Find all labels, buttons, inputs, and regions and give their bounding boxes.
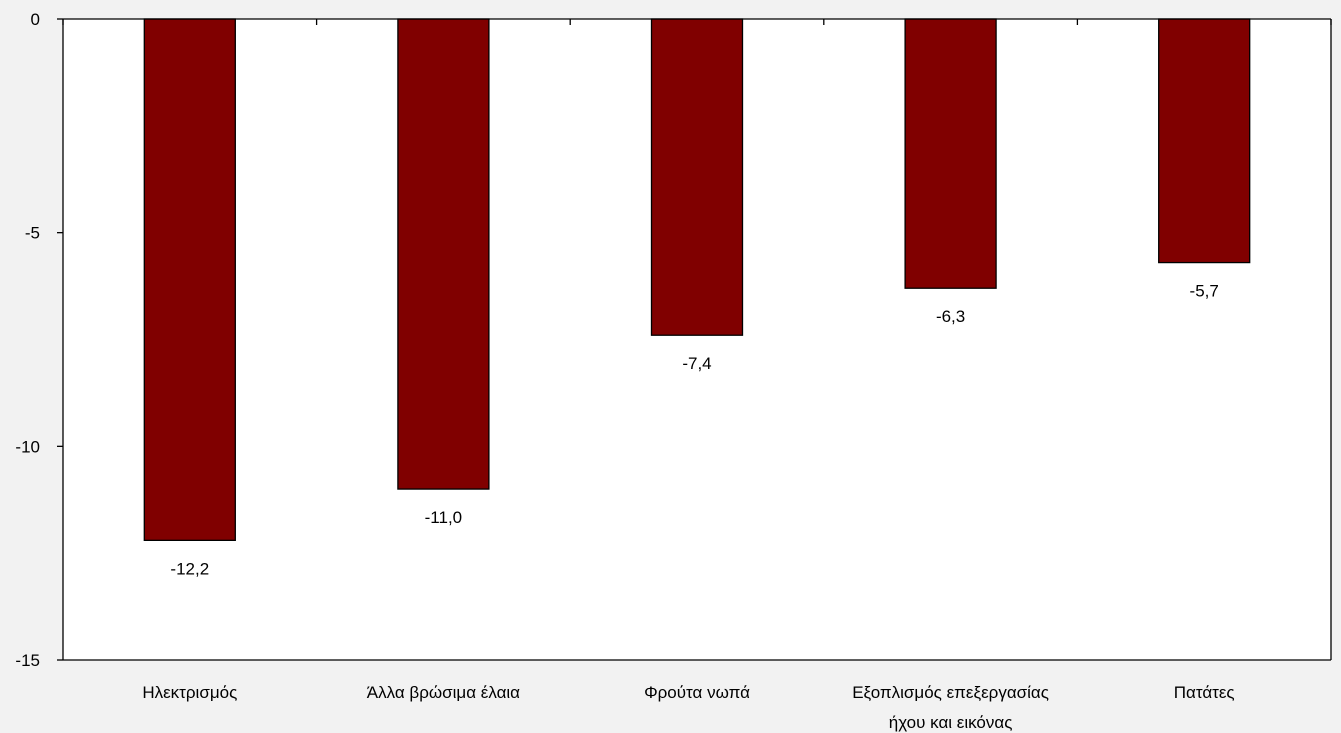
y-tick-label: -10 [15, 437, 40, 456]
data-label: -11,0 [425, 508, 463, 527]
x-tick-label: Φρούτα νωπά [644, 683, 750, 702]
data-label: -5,7 [1190, 282, 1219, 301]
bar [904, 18, 997, 289]
y-tick-label: 0 [31, 10, 40, 29]
bar [397, 18, 490, 490]
y-tick-label: -5 [25, 224, 40, 243]
axes-group [57, 18, 1332, 661]
data-label: -7,4 [682, 354, 711, 373]
x-tick-label: Ηλεκτρισμός [142, 683, 237, 702]
labels-group: -12,2 Ηλεκτρισμός -11,0 Άλλα βρώσιμα έλαια -… [15, 10, 1234, 732]
bar [143, 18, 236, 541]
bar [1158, 18, 1251, 264]
y-tick-label: -15 [15, 651, 40, 670]
x-tick-label: Άλλα βρώσιμα έλαια [367, 683, 520, 702]
bar [650, 18, 744, 336]
data-label: -6,3 [936, 307, 965, 326]
x-tick-label: Πατάτες [1174, 683, 1235, 702]
x-tick-label: Εξοπλισμός επεξεργασίας [852, 683, 1049, 702]
x-tick-label: ήχου και εικόνας [889, 713, 1013, 732]
bars-group [143, 18, 1251, 541]
data-label: -12,2 [170, 559, 209, 578]
